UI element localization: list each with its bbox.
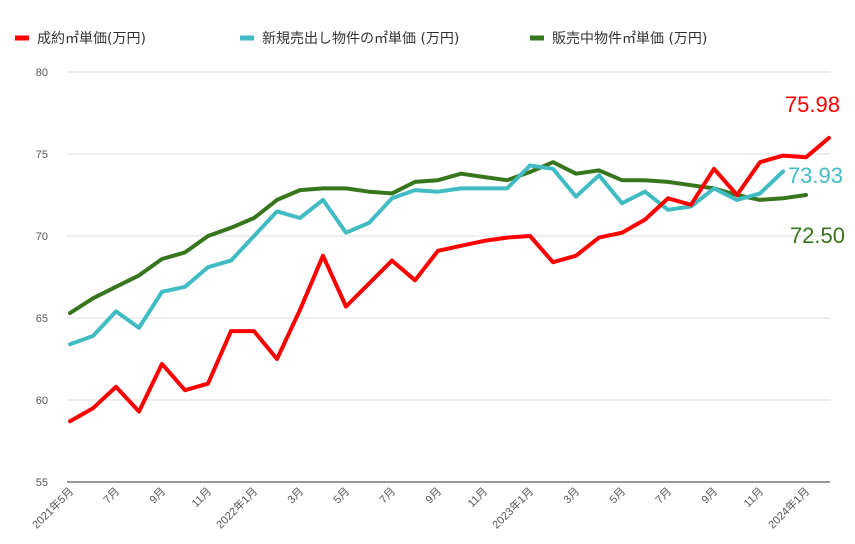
end-value-label-1: 73.93 bbox=[788, 163, 843, 188]
x-tick-label: 9月 bbox=[148, 486, 169, 507]
x-tick-label: 5月 bbox=[332, 486, 353, 507]
end-value-label-0: 75.98 bbox=[785, 92, 840, 117]
x-tick-label: 9月 bbox=[424, 486, 445, 507]
x-tick-label: 7月 bbox=[654, 486, 675, 507]
series-line-2 bbox=[68, 160, 808, 316]
x-axis-tick-labels: 2021年5月 7月 9月 11月 2022年1月 3月 5月 7月 9月 11月 2023年1月 3… bbox=[29, 484, 812, 531]
chart-legend: 成約㎡単価(万円) 新規売出し物件の㎡単価 (万円) 販売中物件㎡単価 (万円) bbox=[15, 31, 707, 47]
y-tick-label: 65 bbox=[36, 313, 48, 325]
x-tick-label: 3月 bbox=[562, 486, 583, 507]
x-tick-label: 5月 bbox=[608, 486, 629, 507]
x-tick-label: 2022年1月 bbox=[213, 484, 260, 531]
x-tick-label: 2021年5月 bbox=[29, 484, 76, 531]
y-tick-label: 70 bbox=[36, 231, 48, 243]
series-line-1 bbox=[68, 163, 785, 347]
x-tick-label: 2023年1月 bbox=[489, 484, 536, 531]
y-tick-label: 55 bbox=[36, 477, 48, 489]
x-tick-label: 11月 bbox=[742, 486, 766, 510]
chart-series-lines bbox=[68, 135, 831, 424]
series-end-labels: 75.98 73.93 72.50 bbox=[785, 92, 845, 248]
x-tick-label: 11月 bbox=[190, 486, 214, 510]
x-tick-label: 3月 bbox=[286, 486, 307, 507]
y-tick-label: 60 bbox=[36, 395, 48, 407]
y-tick-label: 80 bbox=[36, 67, 48, 79]
y-tick-label: 75 bbox=[36, 149, 48, 161]
series-line-0 bbox=[68, 135, 831, 424]
x-tick-label: 9月 bbox=[700, 486, 721, 507]
x-tick-label: 2024年1月 bbox=[765, 484, 812, 531]
x-tick-label: 11月 bbox=[466, 486, 490, 510]
legend-label-1: 新規売出し物件の㎡単価 (万円) bbox=[262, 31, 459, 47]
end-value-label-2: 72.50 bbox=[790, 223, 845, 248]
legend-label-0: 成約㎡単価(万円) bbox=[37, 31, 146, 47]
legend-label-2: 販売中物件㎡単価 (万円) bbox=[552, 31, 707, 47]
x-tick-label: 7月 bbox=[378, 486, 399, 507]
chart-gridlines bbox=[67, 71, 830, 483]
x-tick-label: 7月 bbox=[102, 486, 123, 507]
y-axis-tick-labels: 55 60 65 70 75 80 bbox=[36, 67, 48, 489]
